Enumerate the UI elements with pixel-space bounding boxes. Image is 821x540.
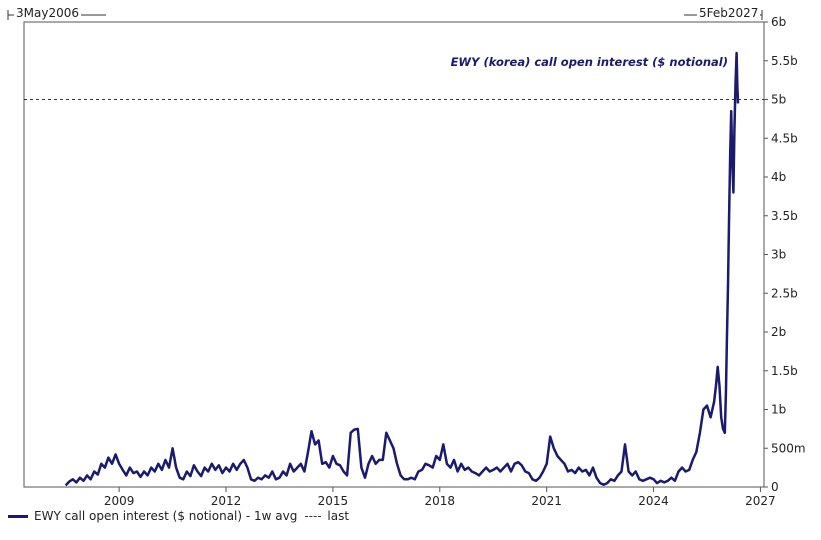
y-tick-label: 2b (771, 325, 786, 339)
x-tick-label: 2027 (745, 494, 776, 508)
x-tick-label: 2021 (531, 494, 562, 508)
x-axis: 2009 2012 2015 2018 2021 2024 2027 (104, 487, 776, 508)
y-tick-label: 1b (771, 403, 786, 417)
y-axis: 0 500m 1b 1.5b 2b 2.5b 3b 3.5b 4b 4.5b 5b 5.5b 6b (764, 15, 806, 494)
y-tick-label: 500m (771, 441, 806, 455)
legend-swatch-series (8, 514, 28, 518)
y-tick-label: 6b (771, 15, 786, 29)
y-tick-label: 3b (771, 248, 786, 262)
y-tick-label: 4b (771, 170, 786, 184)
y-tick-label: 5b (771, 93, 786, 107)
y-tick-label: 0 (771, 480, 779, 494)
x-tick-label: 2012 (211, 494, 242, 508)
plot-frame (23, 21, 765, 488)
y-tick-label: 5.5b (771, 54, 798, 68)
x-tick-label: 2015 (318, 494, 349, 508)
x-tick-label: 2009 (104, 494, 135, 508)
range-end-label: 5Feb2027 (697, 6, 761, 20)
y-tick-label: 1.5b (771, 364, 798, 378)
legend: EWY call open interest ($ notional) - 1w… (8, 509, 349, 523)
legend-swatch-last (305, 515, 322, 517)
x-tick-label: 2018 (425, 494, 456, 508)
range-start-label: 3May2006 (14, 6, 81, 20)
y-tick-label: 3.5b (771, 209, 798, 223)
x-tick-label: 2024 (638, 494, 669, 508)
y-tick-label: 4.5b (771, 131, 798, 145)
series-line-ewy-call-oi (64, 51, 740, 487)
chart-annotation: EWY (korea) call open interest ($ notion… (451, 55, 728, 69)
legend-label-series: EWY call open interest ($ notional) - 1w… (34, 509, 298, 523)
legend-label-last: last (327, 509, 350, 523)
y-tick-label: 2.5b (771, 286, 798, 300)
